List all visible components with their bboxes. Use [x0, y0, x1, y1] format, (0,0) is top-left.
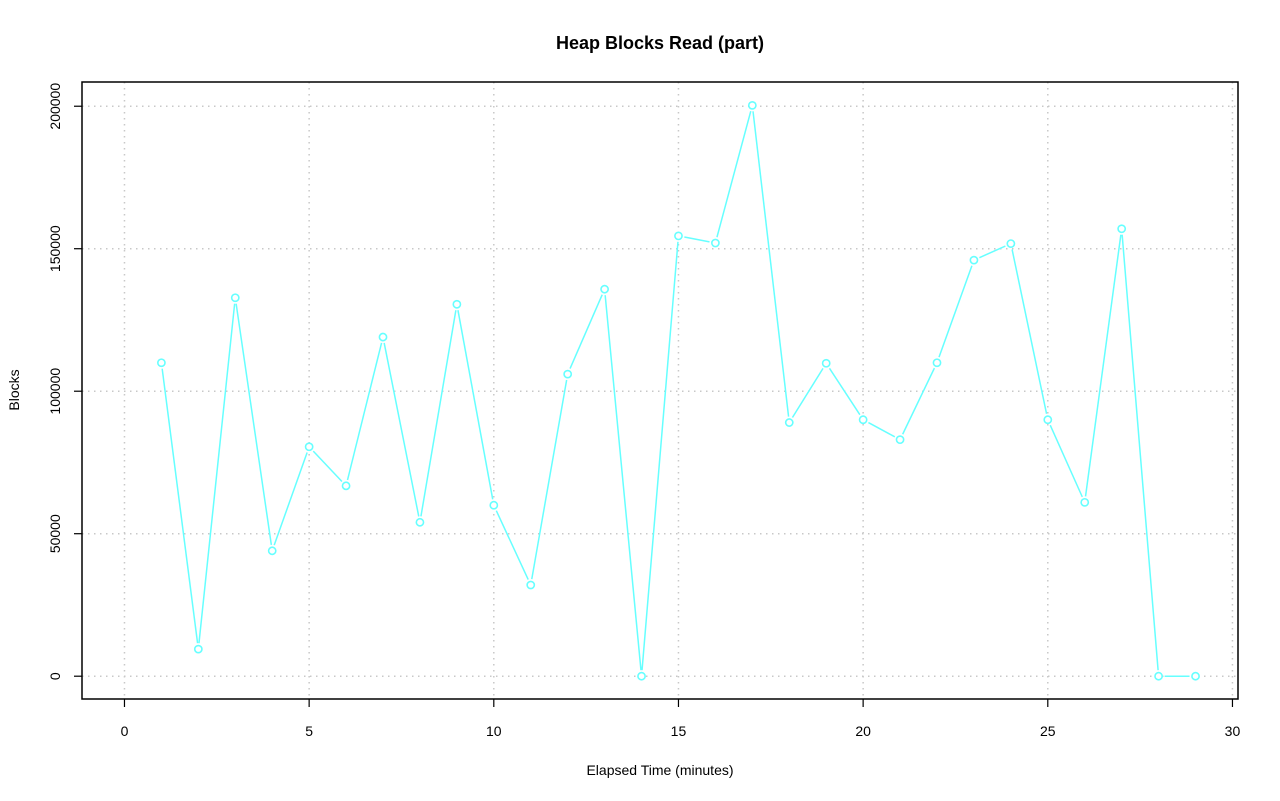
series-line-segment: [531, 379, 568, 580]
series-line-segment: [1121, 234, 1159, 671]
series-line-segment: [1011, 249, 1048, 414]
series-line-segment: [716, 110, 752, 238]
series-line-segment: [868, 421, 896, 438]
series-line-segment: [420, 310, 457, 517]
series-line-segment: [828, 367, 861, 416]
x-tick-label: 20: [855, 723, 871, 739]
data-point: [1006, 239, 1016, 248]
data-point: [489, 500, 499, 510]
y-tick-label: 50000: [47, 514, 63, 553]
data-point: [1043, 415, 1053, 425]
data-point: [674, 231, 683, 241]
series-blocks: [157, 100, 1200, 681]
series-line-segment: [684, 236, 710, 243]
data-point: [747, 100, 757, 110]
series-line-segment: [457, 310, 494, 500]
series-line-segment: [901, 367, 936, 435]
x-axis-label: Elapsed Time (minutes): [586, 762, 733, 778]
data-point: [378, 332, 388, 342]
series-line-segment: [979, 245, 1006, 259]
series-line-segment: [938, 265, 973, 358]
series-line-segment: [604, 295, 642, 671]
y-axis-label: Blocks: [6, 369, 22, 410]
series-line-segment: [312, 450, 343, 482]
series-line-segment: [791, 367, 824, 418]
x-tick-label: 5: [305, 723, 313, 739]
data-point: [1154, 671, 1163, 681]
series-line-segment: [273, 452, 308, 546]
y-tick-label: 200000: [47, 83, 63, 130]
data-point: [637, 671, 646, 681]
data-point: [600, 284, 610, 294]
x-axis: 0 5 10 15 20 25 30: [121, 699, 1241, 739]
data-point: [267, 546, 277, 556]
series-line-segment: [641, 241, 679, 671]
x-tick-label: 25: [1040, 723, 1056, 739]
y-axis: 0 50000 100000 150000 200000: [47, 83, 82, 680]
data-point: [895, 435, 905, 445]
y-tick-label: 0: [47, 672, 63, 680]
data-point: [821, 358, 831, 368]
y-tick-label: 150000: [47, 225, 63, 272]
data-point: [784, 418, 794, 427]
x-tick-label: 0: [121, 723, 129, 739]
y-tick-label: 100000: [47, 368, 63, 415]
series-line-segment: [198, 303, 236, 644]
data-point: [230, 293, 240, 303]
data-point: [969, 255, 979, 265]
series-line-segment: [495, 510, 529, 580]
data-point: [1191, 671, 1200, 681]
data-point: [932, 358, 942, 368]
data-point: [157, 358, 166, 368]
x-tick-label: 10: [486, 723, 502, 739]
x-tick-label: 30: [1225, 723, 1241, 739]
series-line-segment: [161, 368, 199, 644]
data-point: [415, 517, 425, 527]
series-line-segment: [235, 303, 273, 545]
series-line-segment: [346, 342, 383, 481]
data-point: [304, 442, 314, 452]
data-point: [452, 299, 462, 309]
series-line-segment: [1049, 424, 1083, 498]
series-line-segment: [569, 294, 603, 369]
data-point: [1080, 497, 1090, 507]
series-line-segment: [383, 342, 420, 517]
series-line-segment: [752, 111, 790, 417]
chart-title: Heap Blocks Read (part): [556, 33, 764, 53]
data-point: [1117, 224, 1127, 234]
plot-frame: [81, 81, 1239, 700]
data-point: [193, 644, 203, 654]
x-tick-label: 15: [671, 723, 687, 739]
series-line-segment: [1084, 234, 1122, 497]
data-point: [563, 369, 573, 379]
data-point: [710, 238, 720, 248]
data-point: [858, 415, 868, 425]
data-point: [341, 481, 351, 491]
data-point: [526, 580, 536, 590]
grid: [82, 82, 1238, 699]
